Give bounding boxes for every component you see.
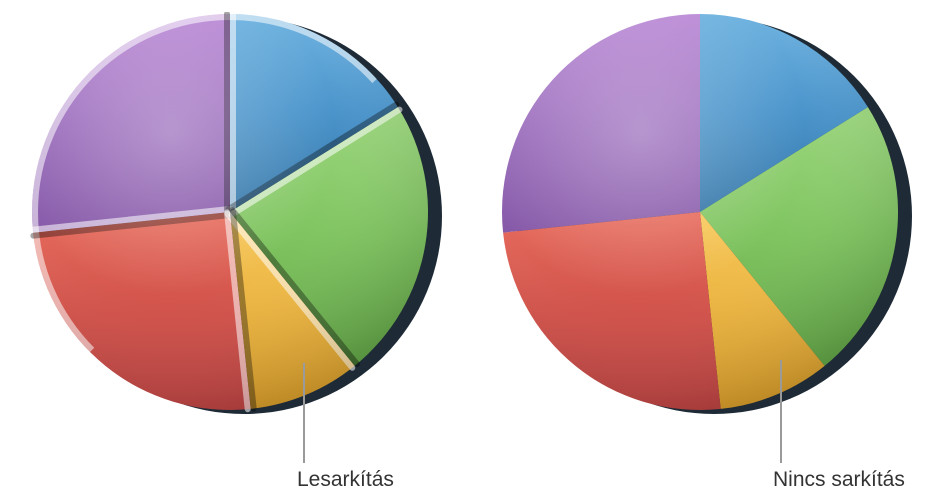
- caption-no-bevel: Nincs sarkítás: [773, 468, 905, 492]
- pie-chart-no-bevel: [500, 12, 920, 437]
- callout-line-right: [780, 360, 782, 463]
- slice-purple: [502, 14, 700, 233]
- pie-wrapper-right: [500, 12, 920, 437]
- callout-line-left: [303, 363, 305, 463]
- pie-chart-beveled: [30, 12, 450, 437]
- slice-red: [503, 212, 721, 410]
- caption-beveled: Lesarkítás: [297, 468, 394, 492]
- slice-red: [33, 212, 251, 410]
- pie-wrapper-left: [30, 12, 450, 437]
- pie-svg-left: [30, 12, 450, 432]
- pie-svg-right: [500, 12, 920, 432]
